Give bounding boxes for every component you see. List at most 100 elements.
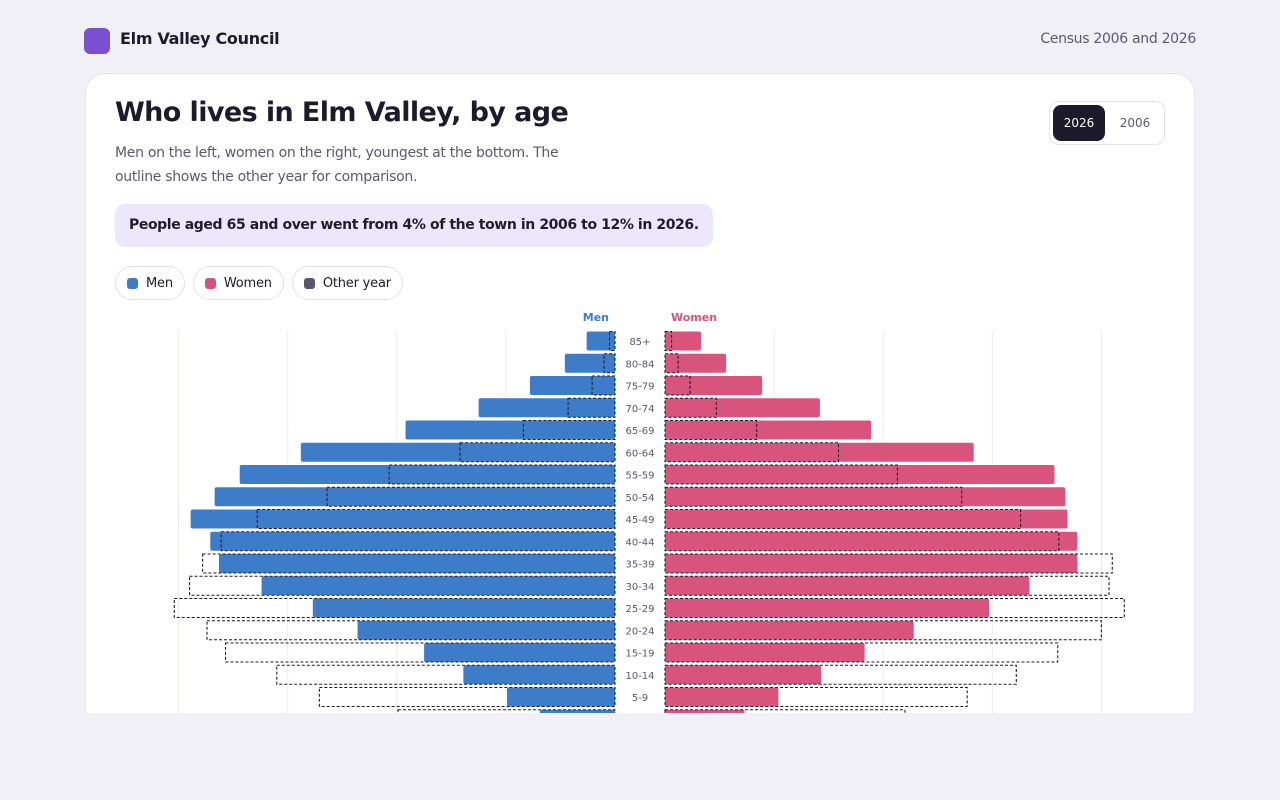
bar	[529, 376, 615, 395]
bar	[210, 531, 616, 551]
bar	[665, 398, 820, 418]
bar	[665, 353, 727, 373]
chart: Men Women 5-9 10-14 15-19 20-24 25-29 30-34 35-3…	[173, 311, 1125, 713]
age-label: 30-34	[625, 582, 654, 593]
year-button[interactable]: 2026	[1053, 105, 1105, 141]
bar	[424, 643, 615, 662]
bar	[239, 465, 615, 484]
comparison-outline	[664, 397, 717, 418]
comparison-outline	[459, 442, 616, 463]
comparison-outline	[664, 419, 758, 441]
age-label: 35-39	[625, 560, 654, 571]
comparison-outline	[664, 642, 1059, 663]
comparison-outline	[664, 575, 1110, 596]
age-label: 20-24	[625, 626, 654, 637]
comparison-outline	[664, 709, 906, 713]
bar	[539, 709, 615, 713]
year-button[interactable]: 2006	[1109, 105, 1161, 141]
bar	[214, 487, 616, 507]
side-label: Men	[583, 311, 609, 324]
age-label: 25-29	[625, 604, 654, 615]
bar	[665, 576, 1030, 596]
age-label: 65-69	[625, 426, 654, 437]
comparison-outline	[664, 486, 963, 507]
bar	[665, 598, 989, 618]
bar	[665, 709, 745, 713]
bar	[586, 331, 615, 351]
bar	[463, 665, 615, 685]
brand: Elm Valley Council	[120, 29, 280, 48]
card	[85, 73, 1195, 713]
comparison-outline	[326, 486, 616, 507]
bar	[665, 531, 1078, 551]
age-label: 15-19	[625, 649, 654, 660]
bar	[507, 687, 615, 707]
age-label: 40-44	[625, 537, 654, 548]
comparison-outline	[206, 620, 616, 641]
bar	[261, 576, 615, 596]
bar	[665, 554, 1078, 573]
bar	[190, 509, 616, 529]
comparison-outline	[664, 597, 1125, 619]
comparison-outline	[664, 686, 968, 708]
legend-item[interactable]: Women	[192, 266, 284, 300]
comparison-outline	[388, 464, 616, 485]
age-label: 75-79	[625, 382, 654, 393]
legend-label: Women	[223, 275, 272, 291]
comparison-outline	[664, 508, 1022, 530]
comparison-outline	[664, 553, 1113, 574]
comparison-outline	[603, 353, 616, 374]
bar	[665, 331, 701, 351]
bar	[665, 620, 914, 640]
age-label: 50-54	[625, 493, 654, 504]
comparison-outline	[567, 397, 616, 418]
comparison-outline	[664, 620, 1102, 641]
legend-label: Other year	[322, 275, 391, 291]
bar	[665, 465, 1055, 484]
age-label: 85+	[629, 337, 650, 348]
bar	[478, 398, 615, 418]
age-label: 55-59	[625, 471, 654, 482]
comparison-outline	[256, 508, 616, 530]
age-label: 70-74	[625, 404, 654, 415]
comparison-outline	[522, 419, 616, 441]
bar	[300, 442, 615, 462]
legend-label: Men	[146, 275, 173, 291]
comparison-outline	[664, 375, 691, 396]
bar	[665, 376, 763, 395]
chart-title: Who lives in Elm Valley, by age	[115, 97, 569, 128]
comparison-outline	[276, 664, 616, 685]
viewport: Elm Valley Council Census 2006 and 2026 …	[84, 28, 1196, 713]
legend-swatch	[204, 277, 216, 289]
comparison-outline	[664, 330, 673, 352]
comparison-outline	[664, 664, 1017, 685]
legend-swatch	[127, 277, 138, 289]
bar	[357, 620, 615, 640]
comparison-outline	[608, 330, 616, 352]
comparison-outline	[664, 442, 840, 463]
bar	[564, 353, 615, 373]
bar	[665, 643, 865, 662]
bar	[665, 420, 872, 440]
age-label: 10-14	[625, 671, 654, 682]
comparison-outline	[224, 642, 616, 663]
bar	[312, 598, 615, 618]
comparison-outline	[664, 531, 1060, 552]
age-label: 5-9	[632, 693, 648, 704]
legend-swatch	[303, 277, 315, 289]
comparison-outline	[664, 464, 898, 485]
comparison-outline	[664, 353, 679, 374]
chart-subtitle: Men on the left, women on the right, you…	[115, 145, 559, 185]
comparison-outline	[220, 531, 616, 552]
bar	[405, 420, 615, 440]
age-label: 60-64	[625, 448, 654, 459]
bar	[219, 554, 615, 573]
annotation: People aged 65 and over went from 4% of …	[115, 204, 713, 247]
year-toggle: 2026 2006	[1049, 101, 1165, 145]
bar	[665, 687, 779, 707]
logo	[84, 28, 110, 54]
legend: Men Women Other year	[115, 266, 403, 300]
legend-item[interactable]: Men	[115, 266, 185, 300]
legend-item[interactable]: Other year	[291, 266, 403, 300]
